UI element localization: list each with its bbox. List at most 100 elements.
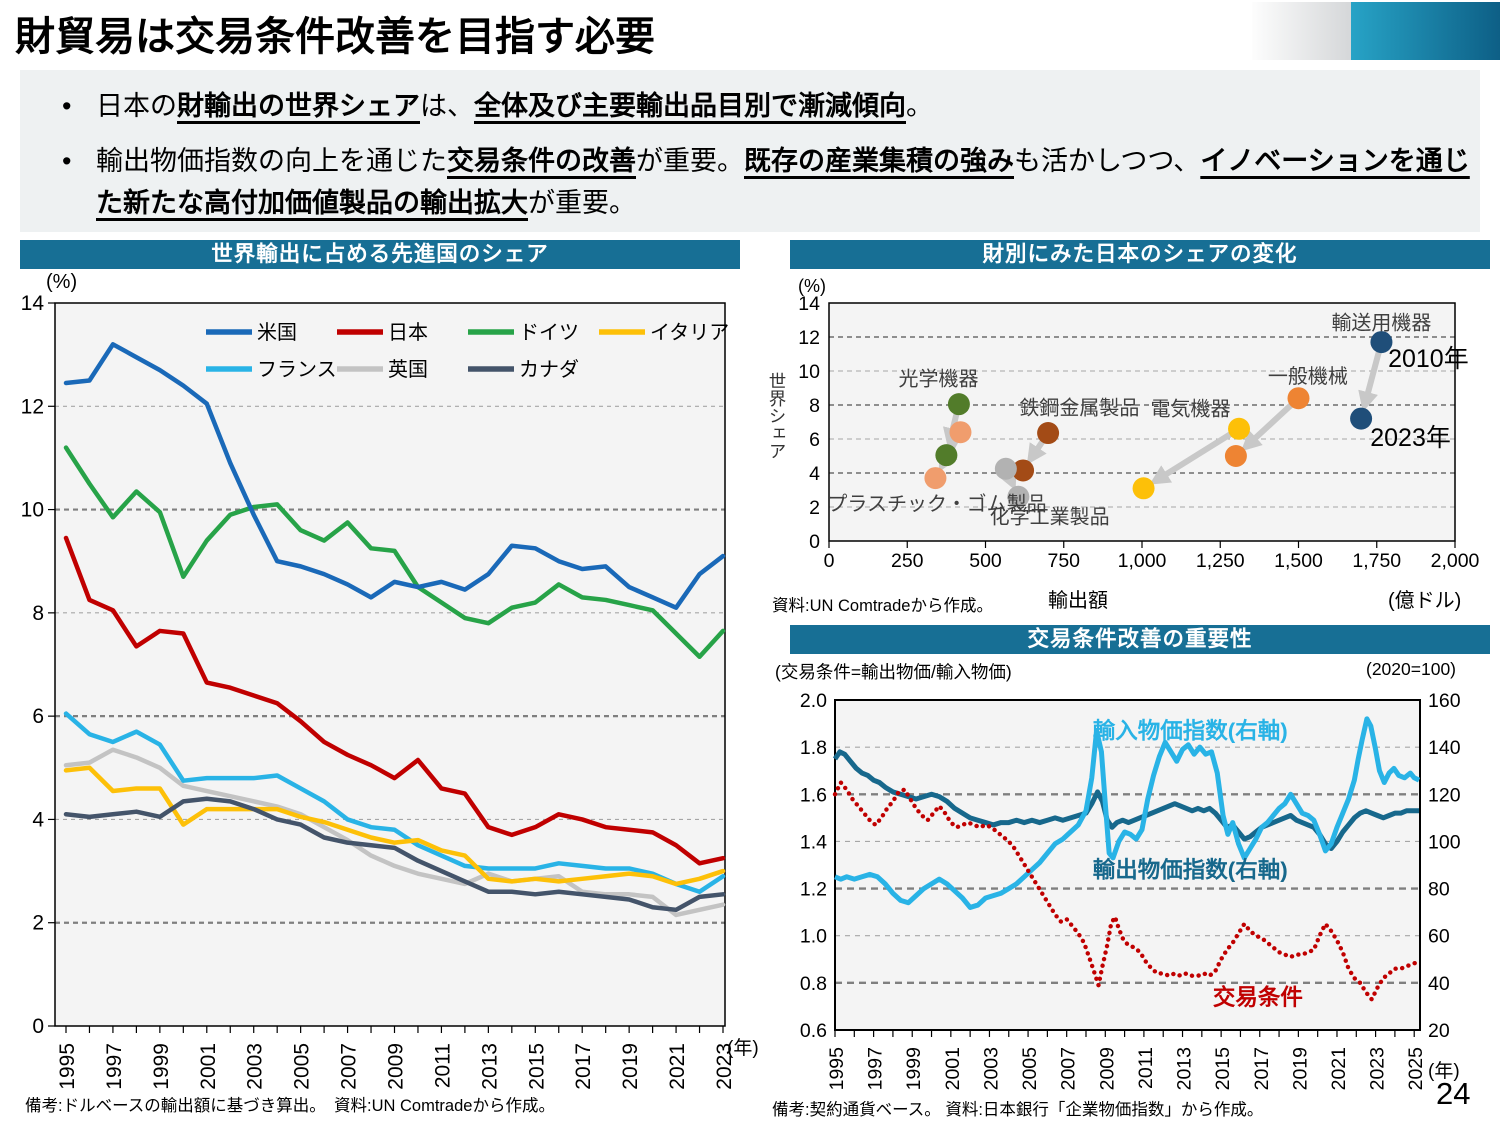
left-axis-label: 0.6 [800, 1020, 827, 1042]
goods-chart-x-unit-label: (億ドル) [1388, 590, 1462, 612]
y-unit-label: (%) [798, 276, 826, 296]
x-tick-label: 2017 [1251, 1047, 1273, 1090]
scatter-point-electrical-2023 [1132, 477, 1155, 500]
x-tick-label: 1,750 [1352, 550, 1401, 572]
terms-chart-x-axis-unit: (年) [1428, 1061, 1460, 1082]
category-label-transport: 輸送用機器 [1331, 312, 1431, 335]
terms-chart-definition-note: (交易条件=輸出物価/輸入物価) [775, 662, 1012, 682]
x-tick-label: 2019 [1289, 1047, 1311, 1090]
x-tick-label: 2013 [1174, 1047, 1196, 1090]
y-tick-label: 2 [809, 497, 820, 519]
x-tick-label: 1999 [903, 1047, 925, 1090]
y-tick-label: 6 [809, 429, 820, 451]
plot-background [835, 700, 1420, 1030]
bullet-text-segment: も活かしつつ、 [1014, 145, 1201, 176]
bullet-text-segment: イノベーションを通じた新たな高付加価値製品の輸出拡大 [96, 145, 1470, 218]
x-tick-label: 2011 [1135, 1047, 1157, 1089]
scatter-point-optical-2010 [947, 393, 970, 416]
plot-background [55, 303, 725, 1026]
y-tick-label: 8 [32, 602, 44, 625]
category-label-electrical: 電気機器 [1151, 397, 1231, 420]
scatter-point-transport-2023 [1350, 407, 1373, 430]
terms-chart-footnote: 備考:契約通貨ベース。 資料:日本銀行「企業物価指数」から作成。 [772, 1101, 1264, 1119]
y-tick-label: 14 [798, 293, 820, 315]
x-tick-label: 2021 [1328, 1047, 1350, 1090]
y-tick-label: 0 [32, 1015, 44, 1038]
scatter-point-machinery-2023 [1224, 445, 1247, 467]
bullet-text-segment: 全体及び主要輸出品目別で漸減傾向 [474, 91, 906, 121]
right-axis-label: 100 [1428, 831, 1461, 853]
series-line-us [63, 342, 726, 610]
x-tick-label: 1999 [150, 1043, 173, 1090]
header-decoration-gray [1252, 2, 1351, 60]
x-tick-label: 1,500 [1274, 550, 1323, 572]
left-axis-label: 1.6 [800, 784, 827, 806]
x-tick-label: 2007 [1058, 1047, 1080, 1090]
x-axis-unit-label: (年) [727, 1037, 759, 1059]
right-axis-label: 160 [1428, 690, 1461, 712]
left-axis-label: 1.4 [800, 831, 827, 853]
legend-label-uk: 英国 [388, 358, 428, 381]
series-line-germany [63, 445, 726, 660]
y-tick-label: 10 [798, 361, 820, 383]
legend-label-us: 米国 [257, 321, 297, 344]
y-tick-label: 14 [21, 292, 45, 315]
bullet-text-segment: 。 [906, 91, 933, 121]
x-tick-label: 2021 [666, 1043, 689, 1090]
x-tick-label: 2007 [338, 1043, 361, 1090]
x-tick-label: 2009 [385, 1043, 408, 1090]
x-tick-label: 2005 [1019, 1047, 1041, 1091]
x-tick-label: 2017 [572, 1043, 595, 1090]
right-axis-label: 80 [1428, 879, 1450, 901]
series-line-uk [63, 747, 726, 918]
series-line-import-price [834, 716, 1421, 910]
right-axis-label: 140 [1428, 737, 1461, 759]
left-axis-label: 2.0 [800, 690, 827, 712]
x-tick-label: 1,000 [1118, 550, 1167, 572]
left-axis-label: 1.2 [800, 879, 827, 901]
category-label-chemical: 化学工業製品 [990, 505, 1110, 528]
series-label-import-price: 輸入物価指数(右軸) [1093, 718, 1288, 744]
scatter-point-steel-metal-2010 [1037, 422, 1060, 445]
y-tick-label: 6 [32, 705, 44, 728]
x-tick-label: 2015 [525, 1043, 548, 1090]
series-line-canada [63, 796, 726, 913]
x-tick-label: 2001 [197, 1043, 220, 1090]
scatter-point-chemical-2023 [1007, 485, 1030, 508]
bullet-item: 日本の財輸出の世界シェアは、全体及び主要輸出品目別で漸減傾向。 [60, 86, 1470, 128]
bullet-text-segment: 日本の [96, 91, 177, 121]
x-tick-label: 2019 [619, 1043, 642, 1090]
japan-share-by-goods-chart: 0 2 4 6 8 10 12 14 0 250 500 750 1,000 1,250 1,500 1,75… [798, 276, 1480, 572]
x-tick-label: 2003 [244, 1043, 267, 1090]
scatter-point-steel-metal-2023 [1012, 459, 1035, 482]
scatter-point-chemical-2010 [994, 457, 1017, 480]
chart-title-terms-of-trade: 交易条件改善の重要性 [790, 625, 1490, 654]
x-tick-label: 2011 [431, 1043, 454, 1088]
category-label-plastic-rubber: プラスチック・ゴム製品 [827, 493, 1046, 516]
annotation-year-2023: 2023年 [1370, 424, 1451, 452]
terms-chart-index-base-note: (2020=100) [1366, 659, 1457, 679]
bullet-text-segment: 輸出物価指数の向上を通じた [96, 145, 447, 176]
x-tick-label: 750 [1047, 550, 1080, 572]
summary-bullet-box: 日本の財輸出の世界シェアは、全体及び主要輸出品目別で漸減傾向。輸出物価指数の向上… [20, 70, 1480, 232]
goods-chart-source: 資料:UN Comtradeから作成。 [772, 597, 993, 615]
series-label-export-price: 輸出物価指数(右軸) [1093, 857, 1288, 883]
x-tick-label: 2013 [478, 1043, 501, 1090]
plot-border [834, 699, 1421, 1031]
bullet-text-segment: は、 [420, 91, 474, 121]
goods-chart-x-axis-title: 輸出額 [1048, 590, 1108, 612]
header-decoration-blue [1351, 2, 1500, 60]
scatter-point-machinery-2010 [1287, 387, 1310, 410]
trend-arrow-electrical [1149, 426, 1241, 485]
x-tick-label: 2009 [1096, 1047, 1118, 1090]
world-share-chart-footnote: 備考:ドルベースの輸出額に基づき算出。 資料:UN Comtradeから作成。 [25, 1097, 555, 1115]
right-axis-label: 120 [1428, 784, 1461, 806]
page-number: 24 [1436, 1076, 1471, 1111]
bullet-text-segment: が重要。 [636, 145, 744, 176]
y-tick-label: 8 [809, 395, 820, 417]
legend-label-canada: カナダ [519, 358, 579, 381]
annotation-year-2010: 2010年 [1388, 345, 1469, 373]
x-tick-label: 2023 [713, 1043, 736, 1090]
scatter-point-plastic-rubber-2010 [949, 421, 972, 444]
